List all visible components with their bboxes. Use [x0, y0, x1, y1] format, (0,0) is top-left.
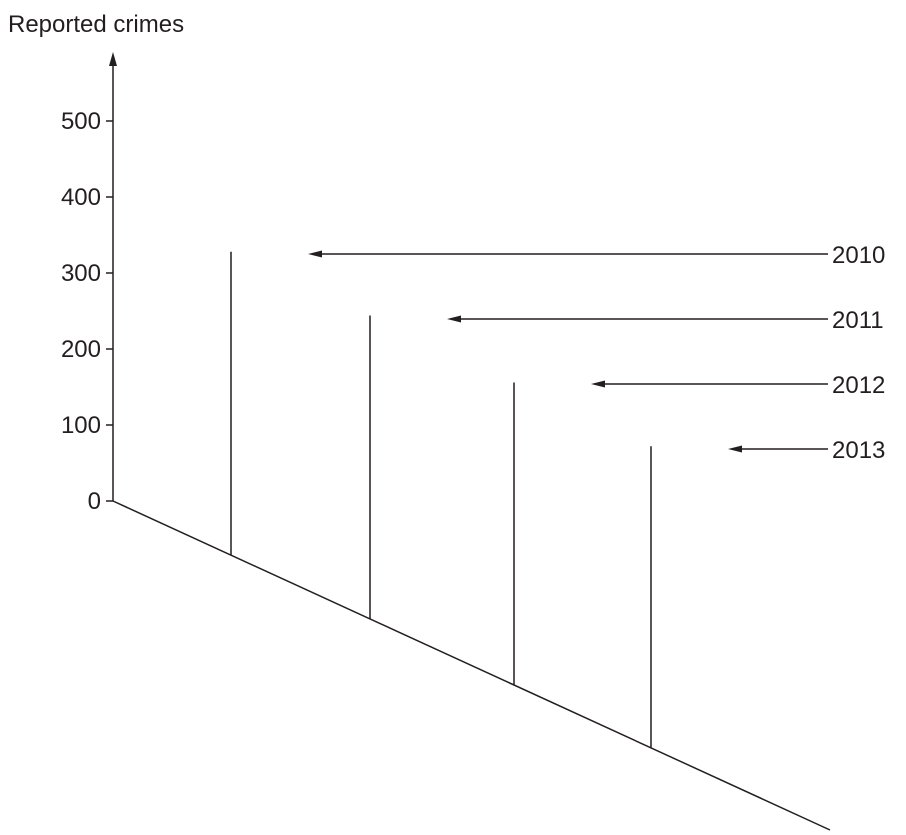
y-tick-label: 400: [61, 184, 101, 211]
y-axis-ticks: 0 100 200 300 400 500: [61, 108, 113, 515]
year-label-2013: 2013: [832, 437, 885, 464]
y-tick-label: 100: [61, 412, 101, 439]
label-arrowhead-2012: [591, 380, 605, 388]
year-labels: 2010 2011 2012 2013: [308, 242, 885, 464]
x-axis-line: [112, 500, 831, 831]
year-label-2011: 2011: [832, 307, 884, 334]
label-arrowhead-2011: [447, 315, 461, 323]
y-tick-label: 300: [61, 260, 101, 287]
y-tick-label: 500: [61, 108, 101, 135]
y-tick-label: 200: [61, 336, 101, 363]
y-axis-arrowhead: [109, 52, 117, 66]
y-axis-title: Reported crimes: [8, 11, 184, 38]
label-arrowhead-2010: [308, 250, 322, 258]
y-tick-label: 0: [88, 488, 101, 515]
year-label-2010: 2010: [832, 242, 885, 269]
label-arrowhead-2013: [728, 445, 742, 453]
bar-stems: [230, 251, 652, 748]
year-label-2012: 2012: [832, 372, 885, 399]
